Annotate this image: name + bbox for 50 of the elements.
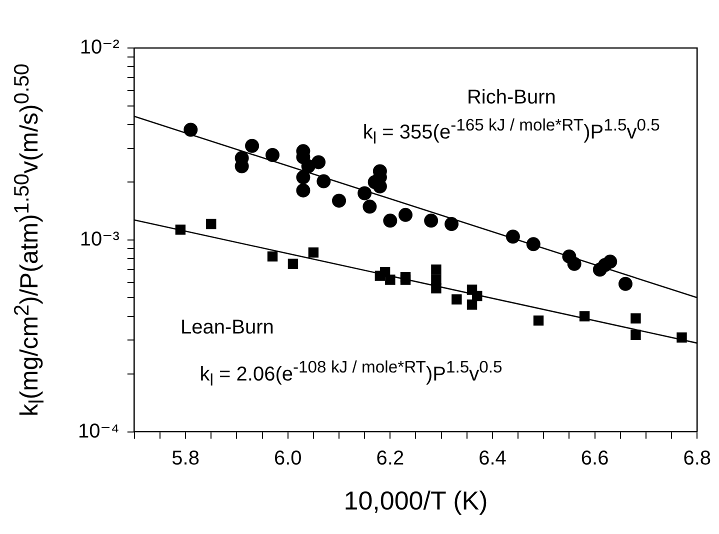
point	[618, 276, 632, 291]
point	[431, 283, 442, 294]
x-tick-label: 6.2	[376, 447, 404, 470]
point	[206, 218, 216, 230]
point	[308, 247, 319, 258]
point	[175, 224, 186, 235]
point	[296, 170, 310, 184]
point	[383, 214, 398, 228]
point	[332, 194, 346, 208]
point	[506, 230, 520, 244]
x-tick-label: 6.0	[274, 447, 302, 470]
y-tick-label: 10⁻⁴	[78, 420, 120, 442]
point	[245, 138, 260, 153]
x-tick-label: 5.8	[172, 447, 200, 470]
point	[266, 148, 280, 162]
point	[526, 237, 540, 252]
y-tick-label: 10⁻³	[80, 228, 120, 250]
point	[630, 330, 641, 340]
x-tick-label: 6.6	[580, 447, 609, 470]
point	[267, 251, 278, 262]
point	[316, 174, 331, 188]
annotation: k$_{l}$ = 2.06(e$^{-108 kJ / mole*RT}$)P$^{1.5}$v$^{0.5}$	[200, 358, 502, 391]
annotation: k$_{l}$ = 355(e$^{-165 kJ / mole*RT}$)P$^{1.5}$v$^{0.5}$	[362, 116, 660, 149]
point	[398, 208, 413, 222]
point	[567, 256, 582, 271]
point	[184, 122, 198, 137]
point	[630, 313, 641, 324]
y-tick-label: 10⁻²	[80, 36, 120, 59]
point	[579, 311, 590, 322]
annotation: Lean-Burn	[180, 316, 274, 340]
point	[358, 186, 372, 200]
point	[472, 290, 482, 302]
point	[431, 264, 442, 275]
point	[533, 315, 544, 326]
point	[424, 214, 438, 228]
x-tick-label: 6.4	[478, 447, 506, 470]
point	[288, 258, 298, 269]
point	[296, 183, 310, 198]
point	[452, 294, 462, 304]
x-axis-title: 10,000/T (K)	[344, 486, 488, 516]
point	[400, 272, 411, 282]
point	[385, 274, 396, 285]
point	[466, 300, 478, 310]
point	[312, 155, 326, 170]
annotation: Rich-Burn	[466, 86, 556, 110]
point	[444, 217, 459, 232]
point	[603, 254, 618, 269]
x-tick-label: 6.8	[683, 447, 712, 470]
point	[676, 332, 687, 343]
point	[362, 200, 377, 214]
